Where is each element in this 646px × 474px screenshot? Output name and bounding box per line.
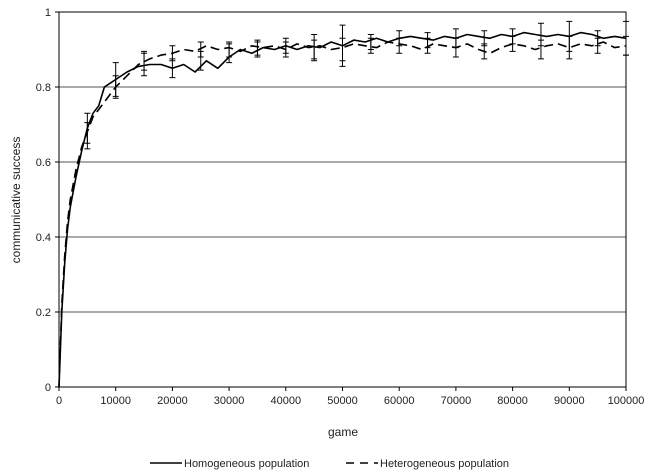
error-bar: [537, 39, 544, 60]
y-tick-label: 0.8: [36, 82, 51, 94]
series-lines: [58, 31, 627, 388]
x-tick-label: 90000: [554, 395, 585, 407]
y-axis-title: communicative success: [9, 137, 23, 264]
x-tick-label: 20000: [157, 395, 188, 407]
x-tick-label: 70000: [441, 395, 472, 407]
error-bar: [197, 41, 204, 58]
x-tick-label: 0: [56, 395, 62, 407]
series-line-homogeneous: [58, 31, 627, 388]
x-tick-label: 50000: [327, 395, 358, 407]
y-tick-label: 0.2: [36, 307, 51, 319]
x-tick-label: 40000: [271, 395, 302, 407]
x-tick-label: 30000: [214, 395, 245, 407]
x-tick-label: 60000: [384, 395, 415, 407]
y-tick-label: 0.4: [36, 232, 51, 244]
legend-label-heterogeneous: Heterogeneous population: [380, 458, 509, 470]
series-line-heterogeneous: [58, 41, 627, 388]
error-bar: [566, 35, 573, 60]
error-bar: [339, 37, 346, 62]
y-tick-label: 0: [45, 382, 51, 394]
x-tick-label: 80000: [497, 395, 528, 407]
y-tick-label: 0.6: [36, 157, 51, 169]
x-axis-title: game: [328, 425, 358, 439]
error-bar: [623, 35, 629, 56]
legend: Homogeneous population Heterogeneous pop…: [150, 458, 509, 470]
error-bar: [594, 37, 601, 54]
x-tick-label: 100000: [608, 395, 645, 407]
error-bar: [311, 39, 318, 60]
y-axis: 0 0.2 0.4 0.6 0.8 1: [36, 7, 59, 394]
error-bar: [141, 50, 148, 71]
y-tick-label: 1: [45, 7, 51, 19]
error-bar: [254, 41, 261, 58]
x-tick-label: 10000: [100, 395, 131, 407]
legend-label-homogeneous: Homogeneous population: [184, 458, 309, 470]
x-axis: 0 10000 20000 30000 40000 50000 60000 70000 8000…: [56, 387, 644, 407]
